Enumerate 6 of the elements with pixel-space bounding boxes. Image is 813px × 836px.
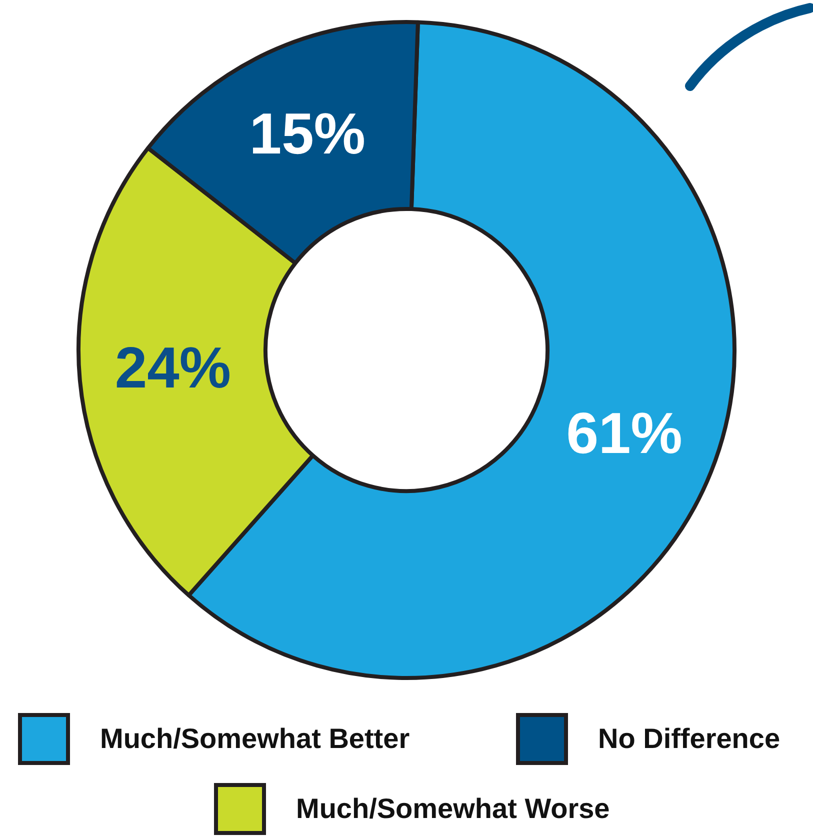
legend-label: No Difference (598, 723, 780, 755)
data-label: 61% (566, 401, 682, 466)
legend-label: Much/Somewhat Worse (296, 793, 610, 825)
data-label: 15% (249, 101, 366, 166)
data-label: 24% (114, 335, 231, 400)
legend-label: Much/Somewhat Better (100, 723, 410, 755)
